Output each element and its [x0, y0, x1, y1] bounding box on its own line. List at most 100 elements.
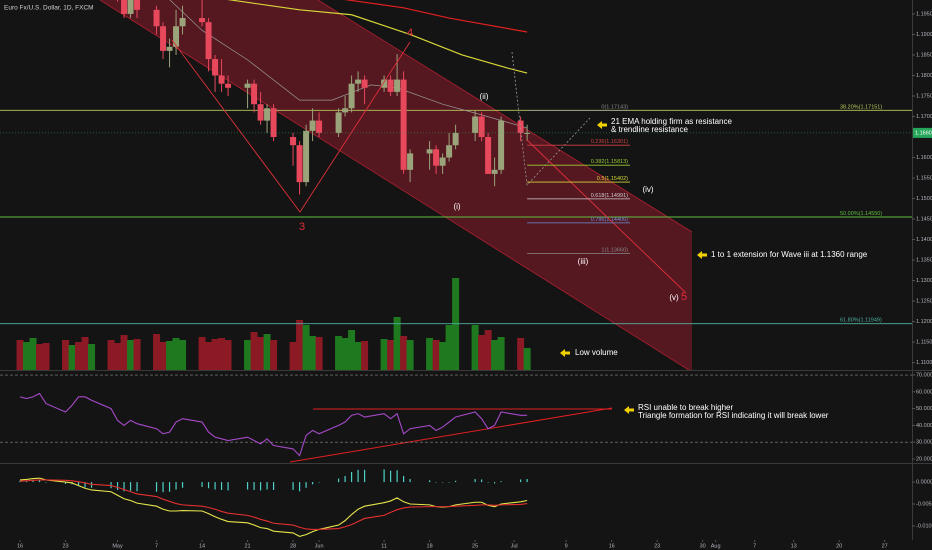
volume-bar	[127, 340, 135, 370]
macd-histogram	[201, 482, 203, 487]
x-tick-label: 23	[62, 543, 68, 549]
x-tick-label: Jun	[315, 543, 324, 549]
fib-label: 0.5(1.15402)	[597, 176, 628, 182]
x-tick-label: 16	[609, 543, 615, 549]
x-tick-label: 11	[381, 543, 387, 549]
candle-body	[179, 18, 186, 27]
volume-bar	[341, 338, 349, 370]
volume-bar	[439, 342, 447, 370]
fib-label: 0.382(1.15813)	[591, 159, 628, 165]
volume-bar	[289, 342, 297, 370]
x-tick-label: 7	[753, 543, 756, 549]
price-pane	[0, 0, 912, 370]
candle-body	[335, 112, 342, 133]
candle-body	[199, 18, 206, 23]
level-label: 50.00%(1.14550)	[840, 211, 882, 217]
volume-bar	[36, 344, 44, 370]
macd-histogram	[32, 480, 34, 483]
note: & trendline resistance	[611, 125, 688, 134]
chart-title: Euro Fx/U.S. Dollar, 1D, FXCM	[4, 5, 94, 12]
y-tick-label: 1.16000	[916, 155, 932, 161]
macd-histogram	[526, 479, 528, 483]
note-arrow	[624, 406, 634, 414]
candle-body	[218, 75, 225, 84]
wave-label: (iii)	[578, 257, 589, 266]
macd-histogram	[123, 482, 125, 492]
candle-body	[394, 79, 401, 92]
wave-label: (v)	[669, 293, 679, 302]
moving-average	[227, 0, 528, 74]
wave-label: 4	[407, 27, 413, 39]
macd-histogram	[292, 482, 294, 490]
volume-bar	[478, 335, 486, 370]
volume-bar	[211, 339, 219, 370]
volume-bar	[380, 339, 388, 370]
candle-body	[387, 79, 394, 92]
volume-bar	[75, 342, 83, 370]
macd-histogram	[455, 480, 457, 483]
x-tick-label: Jul	[511, 543, 518, 549]
rsi-tick-label: 40.0000	[916, 423, 932, 429]
volume-bar	[387, 340, 395, 370]
volume-bar	[471, 325, 479, 370]
macd-histogram	[45, 482, 47, 483]
rsi-tick-label: 50.0000	[916, 406, 932, 412]
volume-bar	[159, 342, 167, 370]
candle-body	[439, 157, 446, 166]
candle-body	[316, 120, 323, 133]
macd-histogram	[429, 480, 431, 483]
macd-histogram	[162, 482, 164, 493]
candle-body	[426, 149, 433, 154]
rsi-tick-label: 30.0000	[916, 440, 932, 446]
macd-histogram	[396, 470, 398, 483]
macd-histogram	[363, 469, 366, 483]
macd-histogram	[272, 482, 275, 490]
wave-label: 5	[681, 291, 687, 303]
y-tick-label: 1.18500	[916, 52, 932, 58]
rsi-line	[19, 392, 528, 457]
x-tick-label: 23	[654, 543, 660, 549]
candle-body	[296, 145, 303, 183]
volume-bar	[393, 317, 401, 370]
x-tick-label: 28	[290, 543, 296, 549]
y-tick-label: 1.18000	[916, 73, 932, 79]
candle-body	[498, 120, 505, 170]
macd-histogram	[25, 480, 28, 483]
volume-bar	[88, 344, 96, 370]
note: 21 EMA holding firm as resistance	[611, 117, 732, 126]
last-price-label: 1.16600	[915, 130, 932, 136]
y-tick-label: 1.14500	[916, 216, 932, 222]
candle-body	[127, 0, 134, 14]
y-tick-label: 1.19000	[916, 32, 932, 38]
y-tick-label: 1.12000	[916, 319, 932, 325]
macd-histogram	[298, 482, 301, 492]
fib-label: 0(1.17143)	[601, 105, 628, 111]
x-tick-label: 18	[427, 543, 433, 549]
signal-line	[19, 479, 528, 530]
volume-bar	[335, 336, 343, 370]
volume-bar	[263, 334, 271, 370]
candle-body	[153, 9, 160, 27]
macd-histogram	[389, 470, 392, 483]
y-tick-label: 1.11000	[916, 360, 932, 366]
x-tick-label: 25	[472, 543, 478, 549]
level-label: 61.80%(1.11949)	[840, 318, 882, 324]
volume-bar	[445, 325, 453, 370]
volume-bar	[296, 320, 304, 370]
volume-bar	[172, 338, 180, 370]
candle-body	[303, 130, 310, 183]
note-arrow	[597, 121, 607, 129]
candle-body	[134, 0, 141, 10]
macd-histogram	[520, 479, 522, 483]
volume-bar	[179, 340, 187, 370]
note-arrow	[697, 251, 707, 259]
candle-body	[433, 149, 440, 166]
candle-body	[257, 104, 264, 121]
y-tick-label: 1.19500	[916, 11, 932, 17]
macd-histogram	[318, 482, 320, 483]
candle-body	[381, 79, 388, 88]
fib-label: 0.618(1.14991)	[591, 193, 628, 199]
macd-histogram	[435, 482, 437, 483]
